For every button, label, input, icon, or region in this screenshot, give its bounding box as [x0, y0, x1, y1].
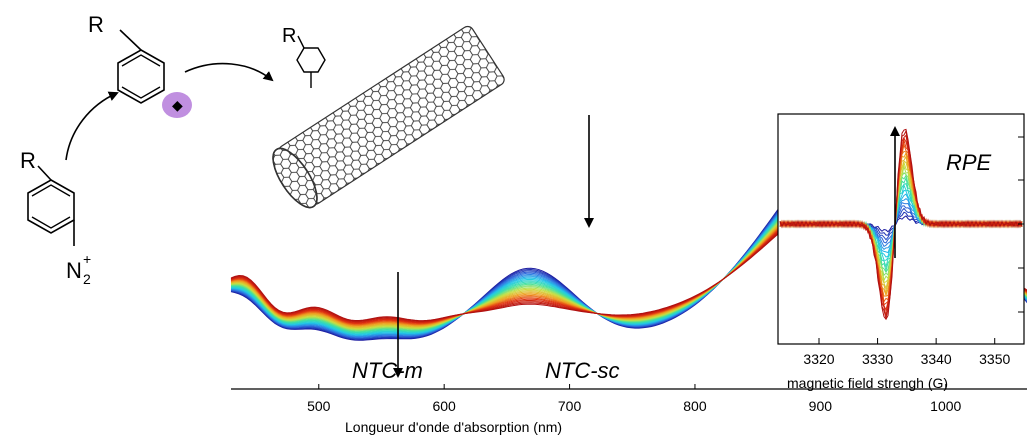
epr-x-ticks: 3320 3330 3340 3350 [803, 136, 1024, 367]
epr-chart: RPE 3320 3330 3340 3350 magnetic field stre… [777, 113, 1025, 391]
diazonium-benzene-ring [27, 165, 75, 246]
radical-lobe [162, 92, 192, 118]
absorption-tick-label: 900 [809, 398, 833, 414]
absorption-x-label: Longueur d'onde d'absorption (nm) [345, 419, 562, 435]
r-label-diazonium: R [20, 148, 36, 173]
carbon-nanotube [272, 25, 505, 209]
label-ntc-sc: NTC-sc [545, 358, 620, 383]
arrow-to-nanotube [184, 62, 274, 82]
epr-x-label: magnetic field strengh (G) [787, 375, 948, 391]
absorption-tick-label: 700 [558, 398, 582, 414]
r-label-radical: R [88, 12, 104, 37]
absorption-tick-label: 600 [432, 398, 456, 414]
absorption-x-ticks: 50060070080090010001100 [307, 384, 962, 414]
epr-tick-label: 3350 [979, 351, 1010, 367]
epr-series-line [779, 128, 1023, 321]
epr-tick-label: 3320 [803, 351, 834, 367]
absorption-tick-label: 1000 [930, 398, 961, 414]
label-rpe: RPE [946, 150, 992, 175]
absorption-tick-label: 500 [307, 398, 331, 414]
diazonium-superscript: + [83, 251, 91, 267]
absorption-tick-label: 800 [683, 398, 707, 414]
epr-tick-label: 3330 [862, 351, 893, 367]
label-ntc-m: NTC-m [352, 358, 423, 383]
r-label-nanotube: R [282, 25, 296, 47]
radical-dot-icon: ◆ [172, 97, 183, 113]
diazonium-subscript: 2 [83, 271, 91, 287]
epr-tick-label: 3340 [921, 351, 952, 367]
reaction-scheme: R N 2 + R ◆ [20, 12, 274, 287]
arrow-to-radical [65, 91, 119, 161]
diazonium-n-label: N [66, 258, 82, 283]
epr-curves [779, 128, 1023, 321]
aryl-radical-ring [117, 29, 165, 104]
